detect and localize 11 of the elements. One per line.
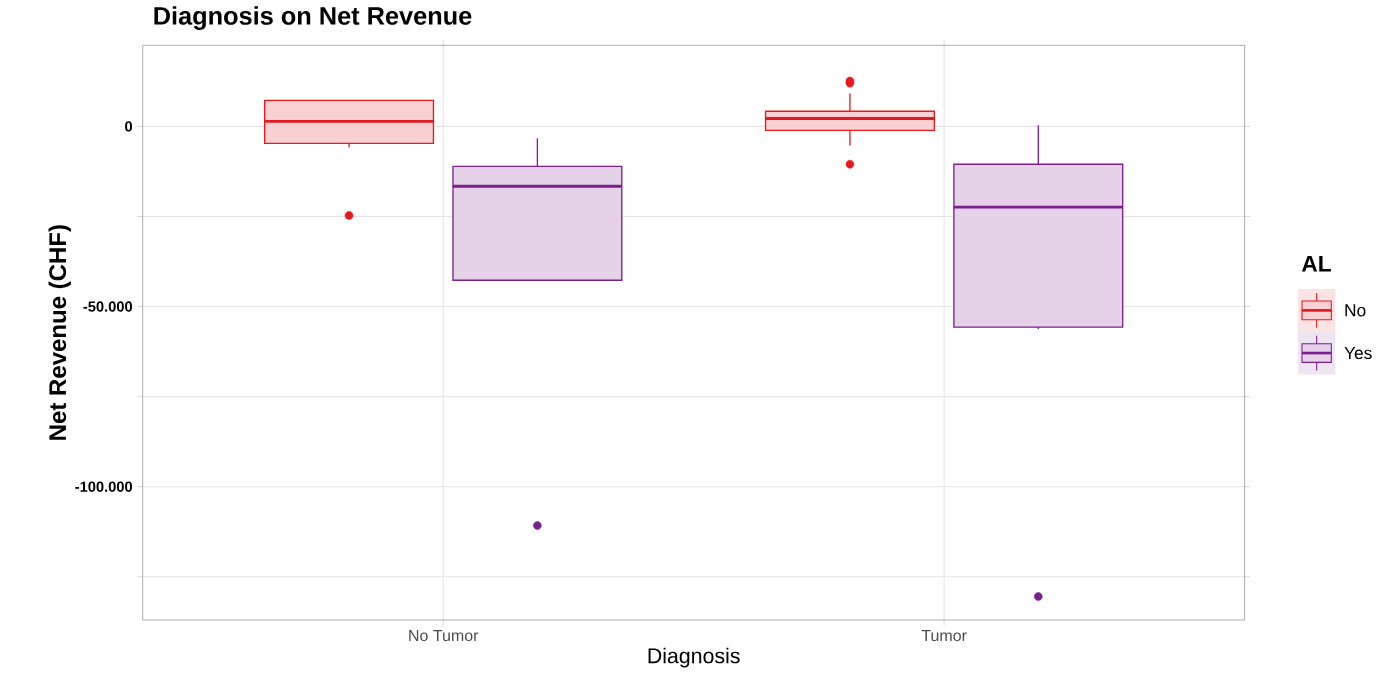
- y-tick-label: -100.000: [75, 481, 133, 492]
- legend-title: AL: [1301, 255, 1331, 272]
- y-axis-title: Net Revenue (CHF): [48, 225, 71, 440]
- y-tick-label: -50.000: [83, 301, 133, 312]
- chart-title: Diagnosis on Net Revenue: [154, 6, 472, 30]
- x-axis-title: Diagnosis: [648, 647, 740, 668]
- legend-label: No: [1345, 304, 1366, 317]
- legend-label: Yes: [1344, 347, 1372, 360]
- x-tick-label: No Tumor: [409, 630, 479, 642]
- y-tick-label: 0: [125, 121, 133, 132]
- x-tick-label: Tumor: [921, 630, 967, 642]
